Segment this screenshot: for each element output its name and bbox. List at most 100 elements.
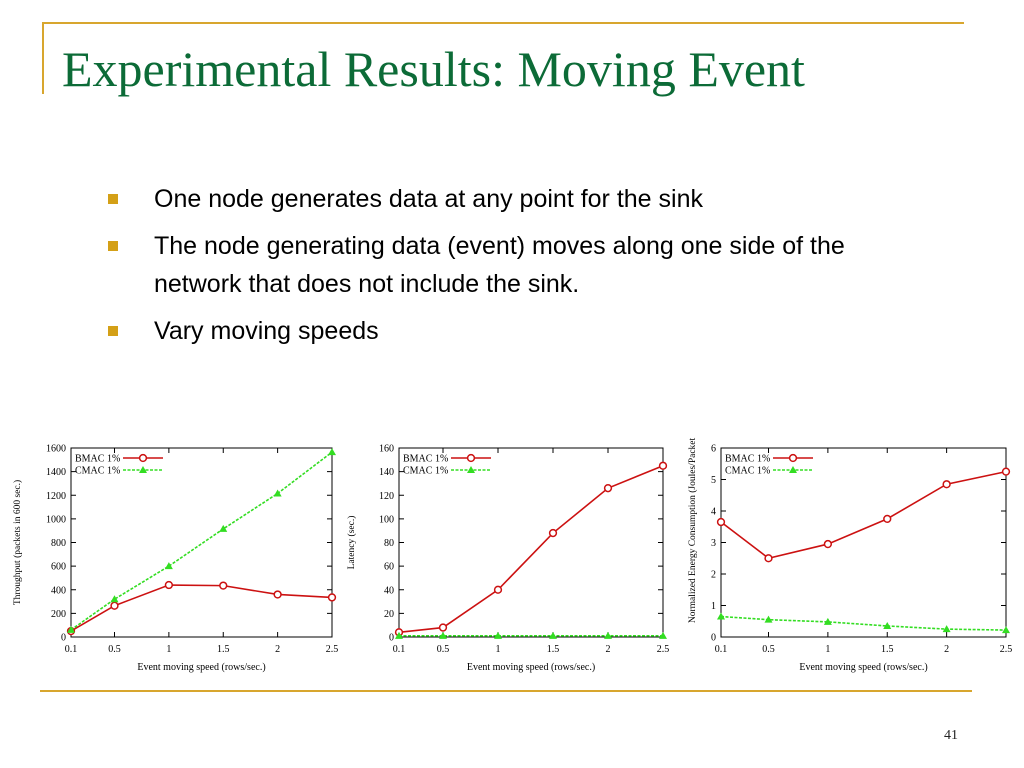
data-point: [438, 623, 448, 632]
y-tick-label: 1600: [46, 444, 66, 455]
data-point: [883, 621, 892, 629]
y-tick-label: 80: [384, 538, 394, 549]
legend-marker: [788, 453, 798, 463]
data-point: [717, 612, 725, 620]
data-point: [395, 631, 403, 639]
x-axis-label: Event moving speed (rows/sec.): [137, 662, 265, 673]
data-point: [327, 593, 337, 602]
data-point: [658, 461, 668, 470]
square-bullet-icon: [108, 194, 118, 204]
latency-chart: 0 20 40 60 80 100 120 140 160 0.1 0.5 1 1.5 2 2.5 Event…: [342, 432, 674, 682]
data-point: [942, 480, 951, 489]
data-point: [110, 601, 119, 610]
bullet-text: One node generates data at any point for…: [154, 185, 703, 213]
x-tick-label: 2.5: [1000, 644, 1013, 655]
data-point: [110, 595, 119, 603]
series-line: [70, 451, 333, 631]
legend-label: BMAC 1%: [75, 454, 120, 465]
left-rule: [42, 22, 44, 94]
x-tick-label: 1: [166, 644, 171, 655]
y-tick-label: 400: [51, 585, 66, 596]
square-bullet-icon: [108, 326, 118, 336]
data-point: [764, 615, 773, 623]
y-axis-label: Latency (sec.): [346, 516, 357, 570]
legend-label: BMAC 1%: [725, 454, 770, 465]
y-tick-label: 4: [711, 507, 716, 518]
x-tick-label: 0.1: [393, 644, 406, 655]
series-line: [398, 464, 664, 634]
series-line: [720, 615, 1007, 631]
x-tick-label: 1: [496, 644, 501, 655]
energy-chart: 0 1 2 3 4 5 6 0.1 0.5 1 1.5 2 2.5 Event moving speed …: [684, 432, 1020, 682]
y-tick-label: 2: [711, 570, 716, 581]
y-tick-label: 0: [61, 633, 66, 644]
data-point: [219, 581, 228, 590]
bottom-rule: [40, 690, 972, 692]
page-number: 41: [944, 728, 958, 743]
y-tick-label: 1400: [46, 467, 66, 478]
legend-label: CMAC 1%: [75, 466, 120, 477]
bullet-text: The node generating data (event) moves a…: [154, 232, 845, 298]
data-point: [164, 562, 173, 570]
x-tick-label: 1.5: [547, 644, 560, 655]
bullet-item: Vary moving speeds: [108, 312, 908, 350]
y-tick-label: 20: [384, 609, 394, 620]
y-tick-label: 3: [711, 538, 716, 549]
legend-label: BMAC 1%: [403, 454, 448, 465]
data-point: [67, 625, 75, 633]
data-point: [823, 617, 832, 625]
y-tick-label: 160: [379, 444, 394, 455]
x-tick-label: 1: [825, 644, 830, 655]
x-tick-label: 1.5: [217, 644, 230, 655]
y-tick-label: 1: [711, 601, 716, 612]
energy-chart-svg: 0 1 2 3 4 5 6 0.1 0.5 1 1.5 2 2.5 Event moving speed …: [687, 437, 1013, 673]
x-tick-label: 2: [275, 644, 280, 655]
y-tick-label: 0: [389, 633, 394, 644]
x-tick-label: 1.5: [881, 644, 894, 655]
y-tick-label: 800: [51, 538, 66, 549]
data-point: [1001, 467, 1011, 476]
data-point: [823, 539, 833, 549]
y-tick-label: 6: [711, 444, 716, 455]
series-line: [720, 470, 1007, 560]
series-line: [70, 584, 333, 632]
data-point: [549, 631, 557, 639]
data-point: [493, 585, 503, 594]
data-point: [659, 631, 667, 639]
top-rule: [42, 22, 964, 24]
slide-title: Experimental Results: Moving Event: [62, 41, 805, 97]
data-point: [764, 554, 773, 563]
bullet-item: The node generating data (event) moves a…: [108, 227, 908, 303]
data-point: [603, 484, 613, 493]
y-tick-label: 140: [379, 467, 394, 478]
bullet-item: One node generates data at any point for…: [108, 180, 908, 218]
y-tick-label: 120: [379, 491, 394, 502]
legend-label: CMAC 1%: [403, 466, 448, 477]
y-tick-label: 60: [384, 562, 394, 573]
y-axis-label: Normalized Energy Consumption (Joules/Pa…: [687, 437, 698, 623]
legend-marker: [789, 466, 797, 473]
throughput-chart-svg: 0 200 400 600 800 1000 1200 1400 1600 0.1 0.5 1 1.5 2…: [12, 444, 338, 674]
x-tick-label: 2: [606, 644, 611, 655]
legend-marker: [466, 453, 476, 463]
legend-marker: [139, 466, 147, 473]
data-point: [439, 631, 447, 639]
y-tick-label: 1000: [46, 514, 66, 525]
x-axis-label: Event moving speed (rows/sec.): [799, 662, 927, 673]
y-tick-label: 600: [51, 562, 66, 573]
data-point: [273, 489, 282, 497]
data-point: [716, 517, 726, 527]
x-tick-label: 0.5: [762, 644, 775, 655]
x-tick-label: 0.5: [108, 644, 121, 655]
x-tick-label: 0.1: [715, 644, 728, 655]
y-tick-label: 5: [711, 475, 716, 486]
y-axis-label: Throughput (packets in 600 sec.): [12, 480, 23, 605]
data-point: [942, 625, 951, 633]
legend-marker: [467, 466, 475, 473]
y-tick-label: 1200: [46, 491, 66, 502]
legend-marker: [138, 453, 148, 463]
throughput-chart: 0 200 400 600 800 1000 1200 1400 1600 0.1 0.5 1 1.5 2…: [8, 432, 348, 682]
y-tick-label: 0: [711, 633, 716, 644]
data-point: [494, 631, 502, 639]
square-bullet-icon: [108, 241, 118, 251]
